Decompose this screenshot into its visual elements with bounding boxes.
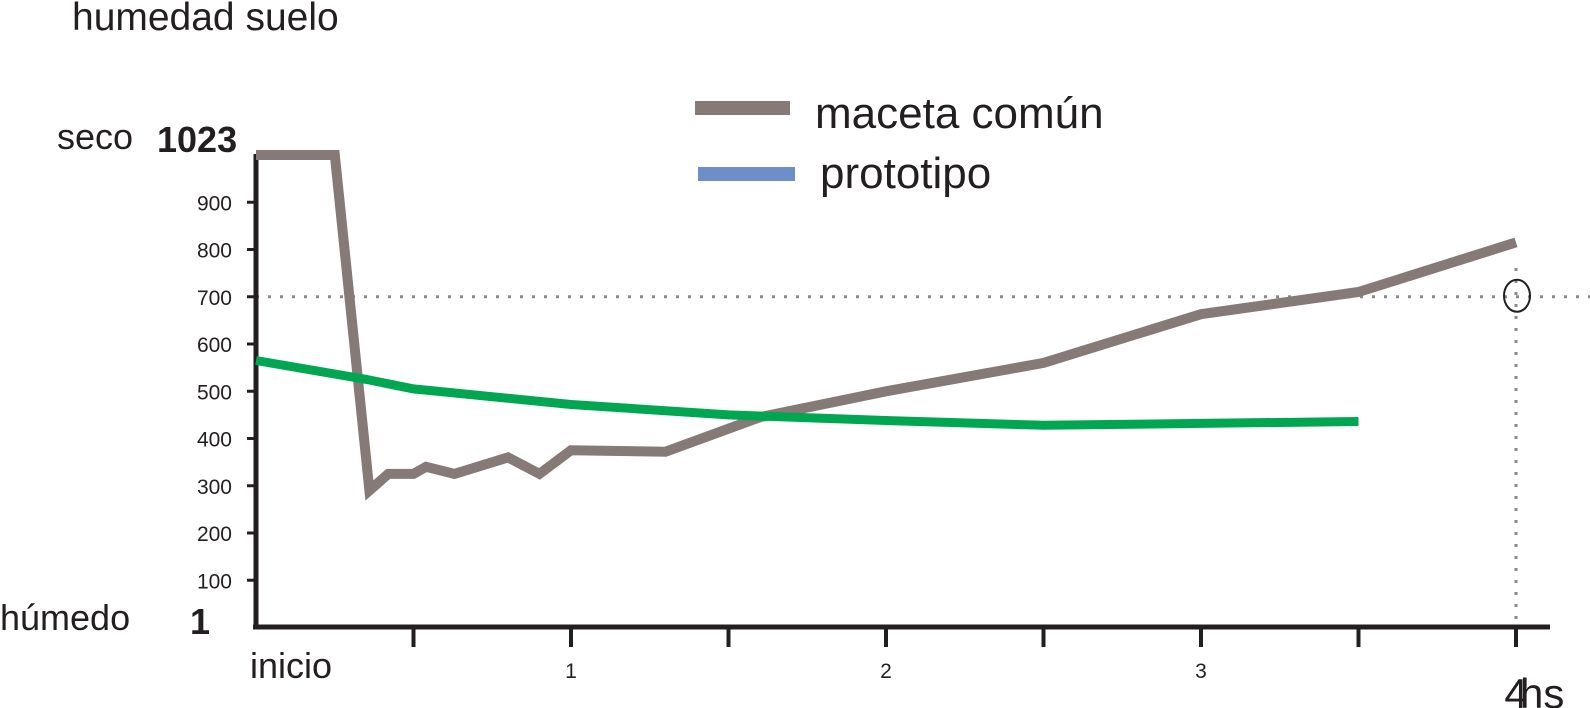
x-tick-label: 1 bbox=[565, 660, 577, 683]
x-axis-label: hs bbox=[1520, 670, 1564, 708]
series-line-maceta-comun bbox=[256, 150, 1518, 501]
legend: maceta común prototipo bbox=[695, 89, 1104, 198]
reference-point-circle bbox=[1503, 278, 1531, 313]
x-tick-labels: inicio 1 2 3 4hs bbox=[250, 645, 1564, 708]
y-tick-label: 400 bbox=[197, 429, 232, 452]
y-tick-label: 500 bbox=[197, 381, 232, 404]
reference-marker bbox=[1503, 278, 1531, 313]
series-lines bbox=[255, 150, 1518, 501]
y-tick-label: 300 bbox=[197, 476, 232, 499]
x-tick-label: 4 bbox=[1504, 670, 1527, 708]
y-tick-label: 200 bbox=[197, 523, 232, 546]
reference-lines bbox=[256, 268, 1590, 627]
y-tick-label: 100 bbox=[197, 570, 232, 593]
x-tick-label: 2 bbox=[880, 660, 892, 683]
legend-label-prototipo: prototipo bbox=[820, 149, 991, 198]
y-tick-label: 900 bbox=[197, 192, 232, 215]
y-tick-labels: 900 800 700 600 500 400 300 200 100 bbox=[197, 192, 256, 593]
x-tick-label: inicio bbox=[250, 645, 332, 686]
y-bottom-value: 1 bbox=[190, 601, 210, 642]
y-bottom-word: húmedo bbox=[0, 597, 130, 638]
y-tick-label: 600 bbox=[197, 334, 232, 357]
series-line-prototipo bbox=[255, 356, 1359, 430]
y-tick-label: 700 bbox=[197, 287, 232, 310]
y-top-word: seco bbox=[57, 116, 133, 157]
chart-title: humedad suelo bbox=[72, 0, 339, 39]
legend-label-maceta-comun: maceta común bbox=[815, 89, 1104, 138]
y-top-value: 1023 bbox=[157, 119, 237, 160]
x-tick-label: 3 bbox=[1195, 660, 1207, 683]
axes bbox=[253, 154, 1550, 647]
y-tick-label: 800 bbox=[197, 240, 232, 263]
